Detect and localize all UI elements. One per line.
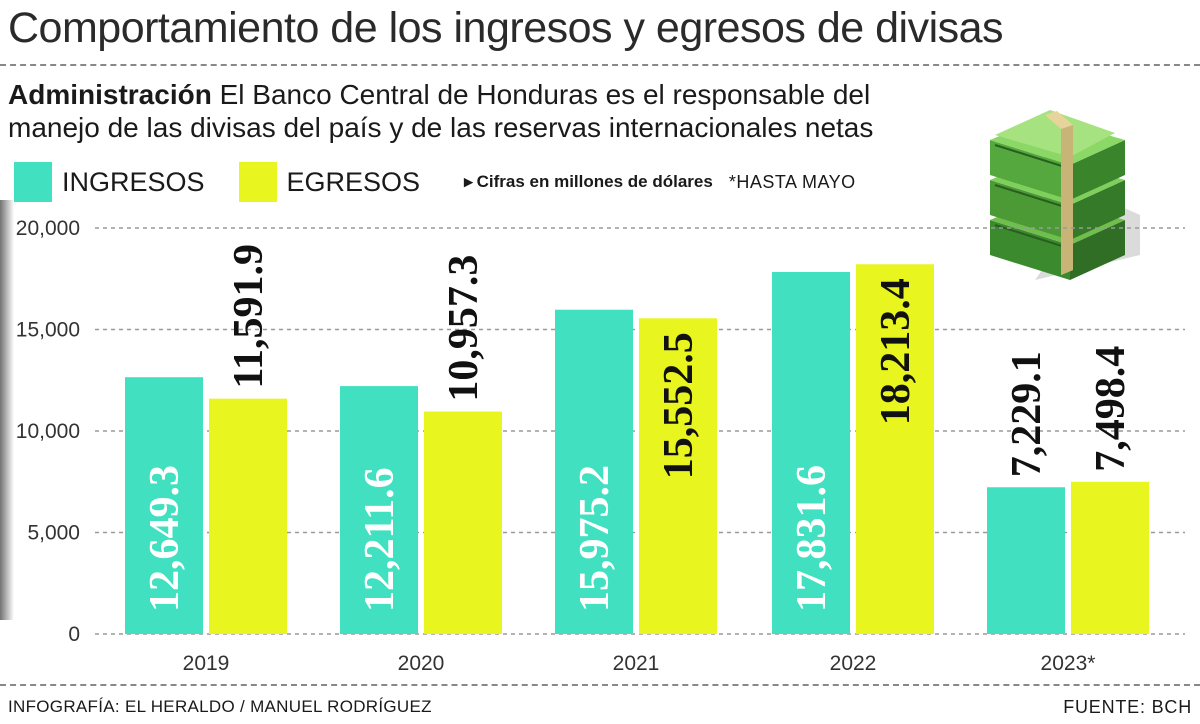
- bar-egresos-2020: [424, 411, 502, 634]
- bar-egresos-2022: [856, 264, 934, 634]
- legend-swatch-ingresos: [14, 162, 52, 202]
- bar-ingresos-2020: [340, 386, 418, 634]
- bar-ingresos-2021: [555, 309, 633, 634]
- legend-label-ingresos: INGRESOS: [62, 166, 205, 197]
- y-tick-label: 20,000: [16, 217, 80, 240]
- y-tick-label: 5,000: [27, 522, 80, 545]
- legend: INGRESOS EGRESOS Cifras en millones de d…: [14, 160, 856, 204]
- credit-line: INFOGRAFÍA: EL HERALDO / MANUEL RODRÍGUE…: [8, 697, 432, 716]
- data-label-ingresos-2023: 7,229.1: [1004, 351, 1050, 477]
- bar-ingresos-2023: [987, 487, 1065, 634]
- units-note: Cifras en millones de dólares: [464, 172, 713, 192]
- data-label-egresos-2023: 7,498.4: [1088, 346, 1134, 472]
- data-label-egresos-2020: 10,957.3: [441, 255, 487, 402]
- data-label-ingresos-2020: 12,211.6: [357, 467, 403, 612]
- legend-label-egresos: EGRESOS: [286, 166, 421, 197]
- bar-egresos-2023: [1071, 481, 1149, 634]
- data-label-ingresos-2019: 12,649.3: [142, 465, 188, 612]
- data-label-egresos-2019: 11,591.9: [226, 244, 272, 389]
- bar-ingresos-2019: [125, 377, 203, 634]
- bar-egresos-2019: [209, 398, 287, 634]
- bar-chart: 12,649.3 11,591.9 12,211.6 10,957.3 15,975.2…: [16, 217, 1185, 675]
- data-label-egresos-2021: 15,552.5: [656, 332, 702, 479]
- bar-ingresos-2022: [772, 272, 850, 634]
- x-tick-label: 2020: [398, 652, 445, 675]
- data-label-ingresos-2022: 17,831.6: [789, 465, 835, 612]
- subtitle-lead: Administración: [8, 79, 212, 110]
- bar-egresos-2021: [639, 318, 717, 634]
- chart-subtitle: Administración El Banco Central de Hondu…: [8, 78, 928, 144]
- x-tick-label: 2021: [613, 652, 660, 675]
- data-label-ingresos-2021: 15,975.2: [572, 465, 618, 612]
- data-label-egresos-2022: 18,213.4: [873, 278, 919, 425]
- x-tick-label: 2022: [830, 652, 877, 675]
- bottom-divider: [0, 684, 1200, 686]
- subtitle-text: El Banco Central de Honduras es el respo…: [8, 79, 874, 143]
- x-tick-label: 2019: [183, 652, 230, 675]
- chart-title: Comportamiento de los ingresos y egresos…: [8, 4, 1004, 52]
- page-edge-shadow: [0, 200, 14, 620]
- period-note: *HASTA MAYO: [728, 171, 856, 192]
- y-tick-label: 0: [68, 623, 80, 646]
- source-line: FUENTE: BCH: [1063, 697, 1192, 717]
- y-tick-label: 15,000: [16, 319, 80, 342]
- x-tick-label: 2023*: [1041, 652, 1096, 675]
- legend-swatch-egresos: [238, 162, 277, 202]
- y-tick-label: 10,000: [16, 420, 80, 443]
- money-stack-illustration: [990, 110, 1140, 280]
- top-divider: [0, 64, 1200, 66]
